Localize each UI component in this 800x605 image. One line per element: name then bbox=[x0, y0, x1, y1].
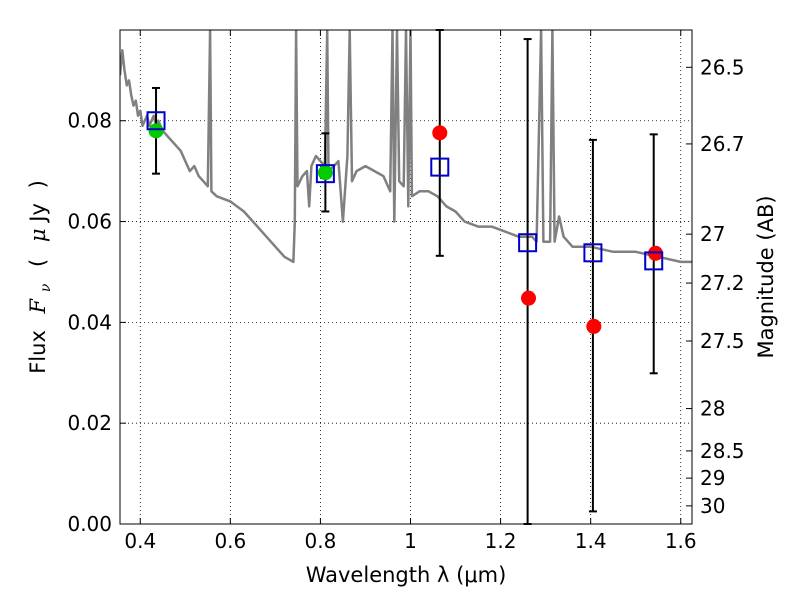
y-axis-label-open-paren: ( bbox=[26, 259, 50, 267]
observed-square bbox=[644, 251, 664, 271]
y-tick-label: 0.00 bbox=[67, 512, 112, 536]
y-axis-label-close-paren: ) bbox=[26, 180, 50, 188]
y-axis-label-symbol: F bbox=[26, 297, 50, 314]
y2-tick-label: 26.5 bbox=[700, 55, 745, 79]
x-tick-label: 0.6 bbox=[214, 529, 246, 553]
x-tick-label: 0.4 bbox=[124, 529, 156, 553]
y-axis-label: Flux F ν ( μ Jy ) bbox=[26, 180, 55, 374]
y-axis-label-unit: Jy bbox=[26, 203, 50, 224]
red-point bbox=[432, 125, 448, 141]
y-tick-label: 0.06 bbox=[67, 210, 112, 234]
y2-tick-label: 29 bbox=[700, 466, 725, 490]
y-tick-label: 0.08 bbox=[67, 109, 112, 133]
y-tick-label: 0.02 bbox=[67, 411, 112, 435]
y2-axis-label: Magnitude (AB) bbox=[754, 195, 778, 358]
x-tick-label: 1.6 bbox=[665, 529, 697, 553]
x-tick-label: 1.4 bbox=[575, 529, 607, 553]
y-axis-label-mu: μ bbox=[26, 228, 50, 242]
y2-tick-label: 27 bbox=[700, 222, 725, 246]
x-tick-label: 0.8 bbox=[305, 529, 337, 553]
y2-tick-label: 28 bbox=[700, 397, 725, 421]
marker-layer bbox=[146, 29, 664, 525]
x-tick-label: 1 bbox=[404, 529, 417, 553]
y2-tick-label: 30 bbox=[700, 494, 725, 518]
y2-tick-label: 28.5 bbox=[700, 439, 745, 463]
observed-square bbox=[146, 111, 166, 131]
y2-tick-label: 26.7 bbox=[700, 132, 745, 156]
y-axis-label-subscript: ν bbox=[38, 283, 54, 292]
x-tick-label: 1.2 bbox=[485, 529, 517, 553]
observed-square bbox=[430, 157, 450, 177]
green-point bbox=[317, 165, 333, 181]
observed-square bbox=[518, 233, 538, 253]
green-point bbox=[148, 123, 164, 139]
y-tick-label: 0.04 bbox=[67, 310, 112, 334]
y2-tick-label: 27.2 bbox=[700, 271, 745, 295]
observed-square bbox=[583, 243, 603, 263]
red-point bbox=[521, 290, 537, 306]
y2-tick-label: 27.5 bbox=[700, 329, 745, 353]
y-axis-label-word: Flux bbox=[26, 330, 50, 374]
red-point bbox=[586, 318, 602, 334]
x-axis-label: Wavelength λ (μm) bbox=[306, 563, 507, 587]
plot-frame bbox=[119, 29, 693, 525]
tick-layer: 0.4 0.6 0.8 1 1.2 1.4 1.6 0.00 0.02 0.04 0.06 0.08 2… bbox=[67, 30, 745, 553]
observed-square bbox=[315, 164, 335, 184]
